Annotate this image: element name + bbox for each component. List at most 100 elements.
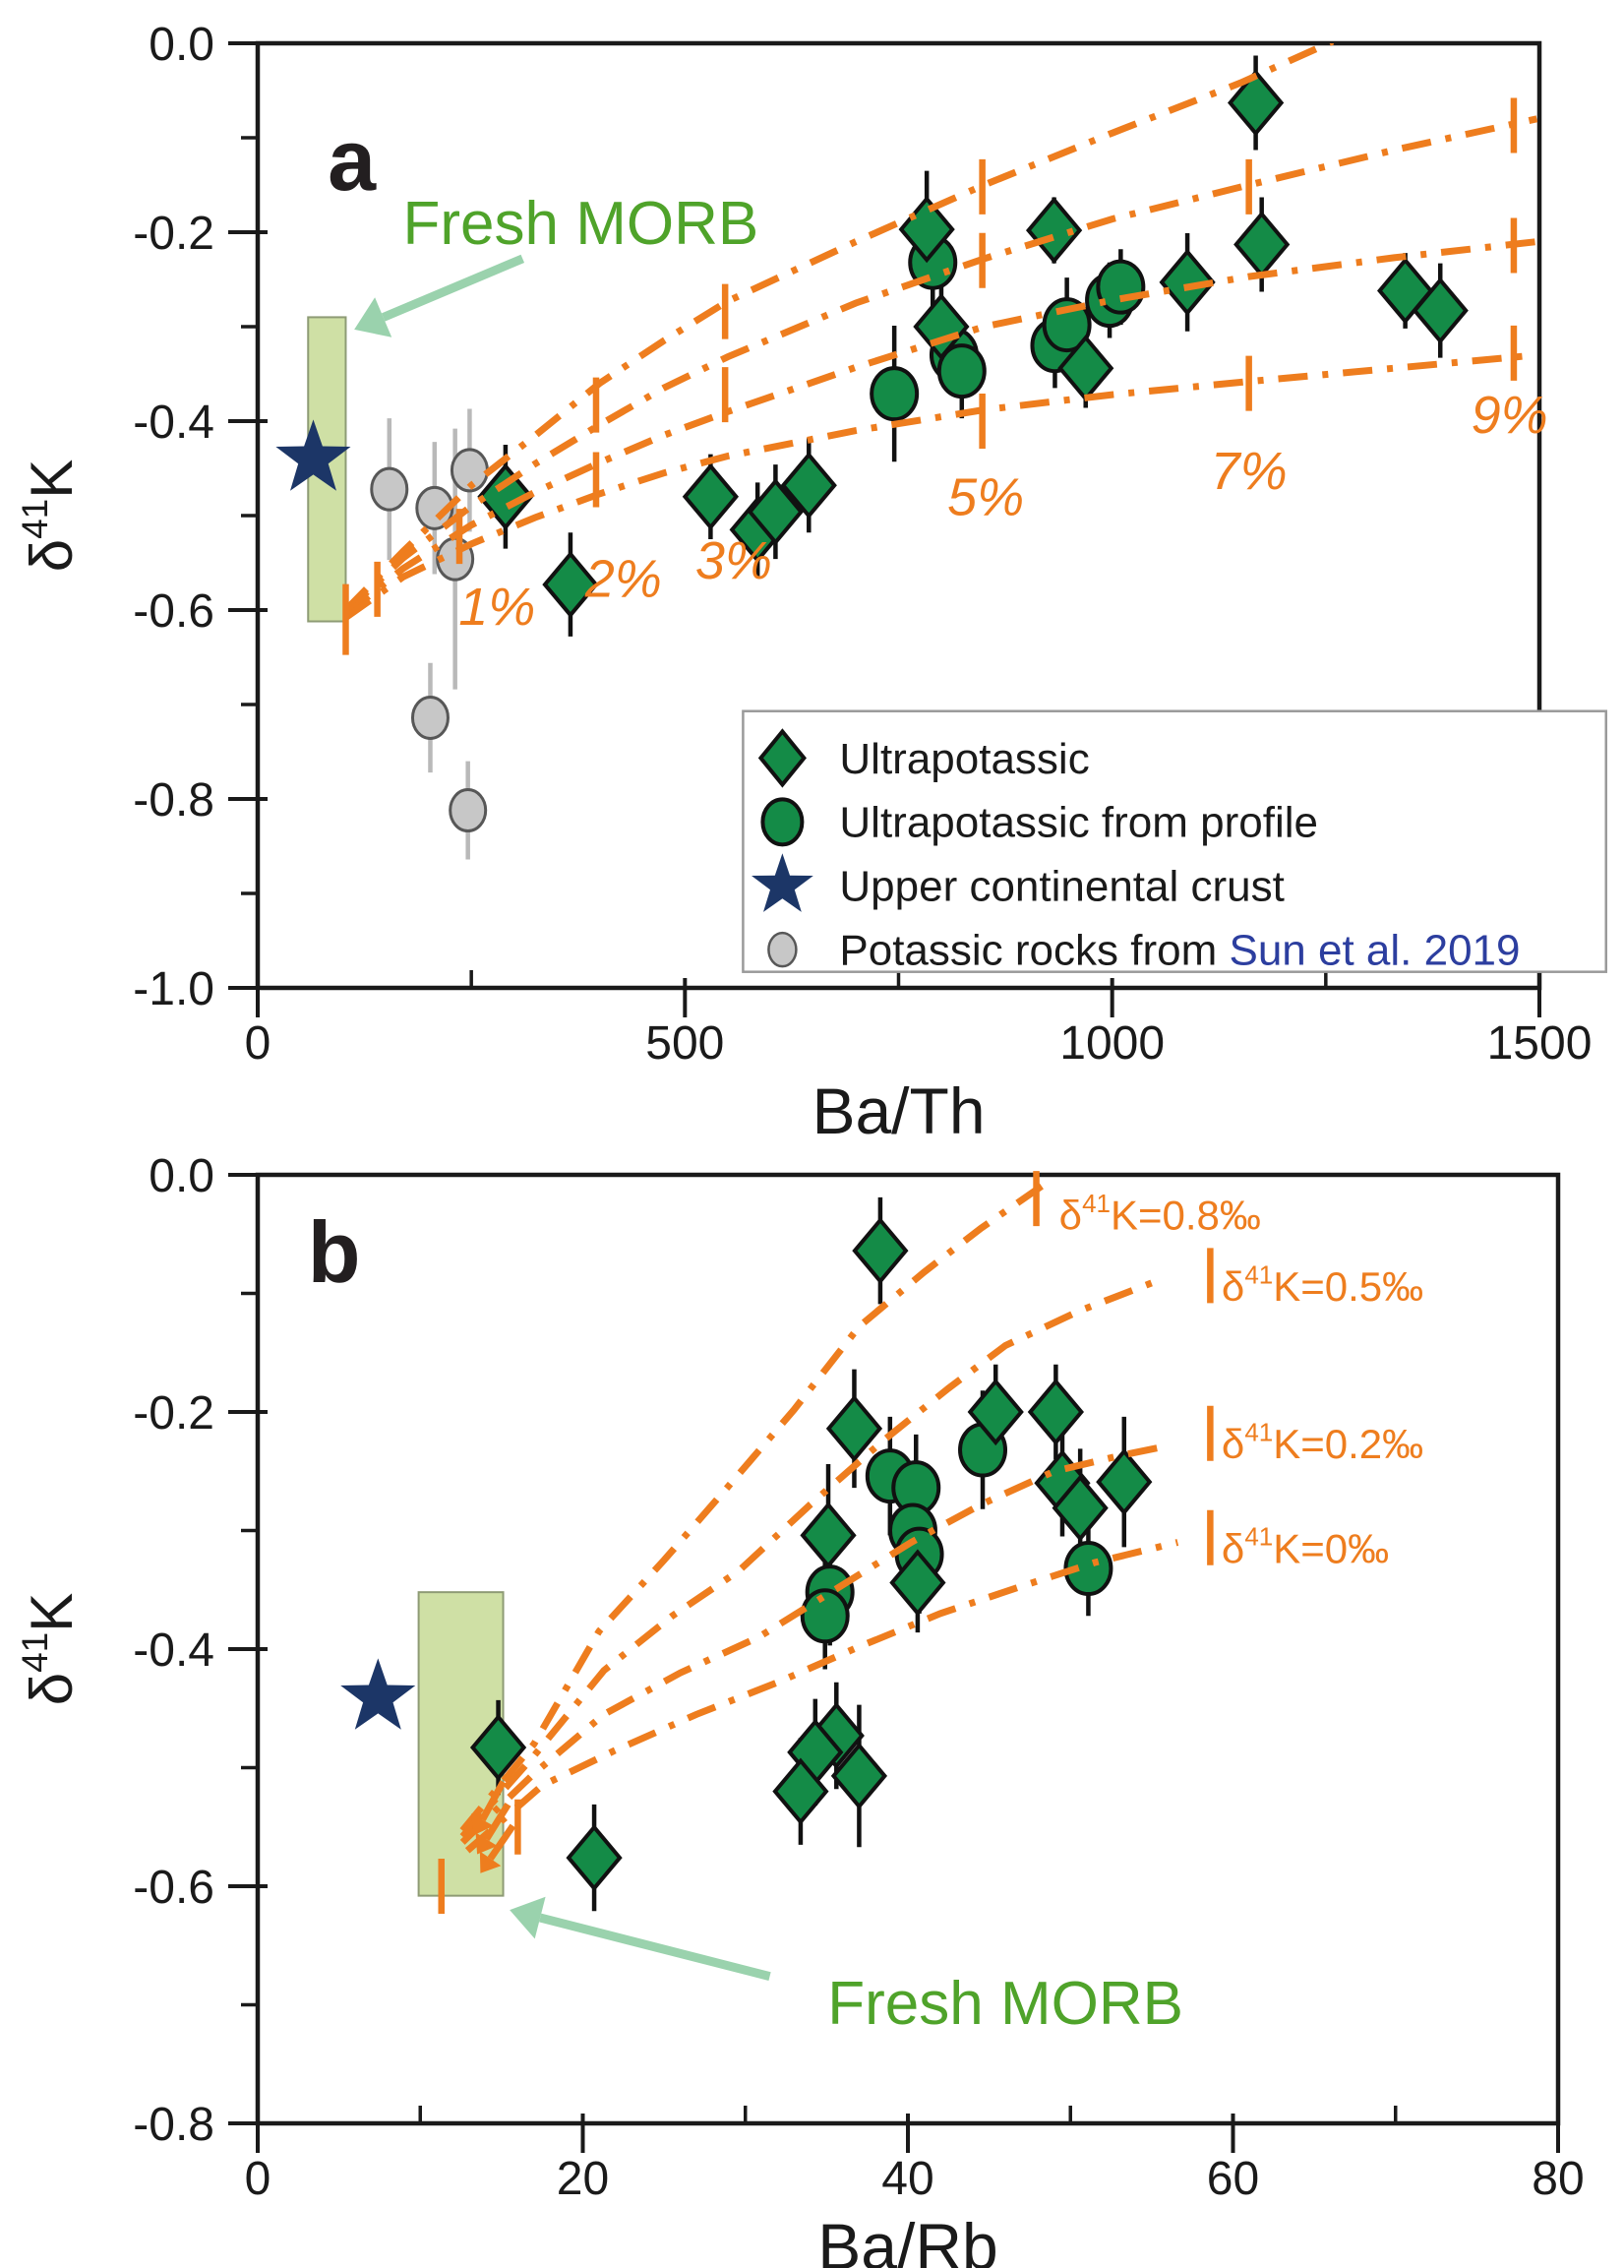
y-tick-label: -0.4 [133,1624,214,1677]
y-tick-label: -1.0 [133,963,214,1015]
mixing-label: δ41​K=0.5‰ [1222,1259,1423,1310]
panel-b: 0 20 40 60 80 0.0 -0.2 -0.4 -0.6 -0.8 Ba/Rb δ41​K b δ… [15,1150,1585,2268]
x-tick-label: 20 [557,2153,609,2205]
converge-arrow-head [479,1851,502,1873]
y-tick-label: 0.0 [149,1150,214,1202]
converge-arrow [479,1780,507,1822]
ultrapotassic-diamond-marker [469,1713,527,1782]
profile-circle-marker [1042,297,1092,353]
legend: Ultrapotassic Ultrapotassic from profile U… [742,709,1608,975]
x-tick-label: 0 [245,1017,271,1070]
potassic-marker [370,466,409,512]
panel-a: 0 500 1000 1500 0.0 -0.2 -0.4 -0.6 -0.8 -1.0 Ba/Th… [15,19,1608,1147]
mixing-line-1 [342,43,1335,613]
y-tick-label: -0.2 [133,1387,214,1440]
profile-circle-marker [936,343,987,399]
legend-circle-icon [760,797,805,847]
ultrapotassic-diamond-marker [1227,69,1285,137]
mixing-label: 9% [1472,386,1548,445]
profile-circle-marker [800,1588,850,1644]
legend-entry-label: Ultrapotassic from profile [839,799,1318,847]
y-tick-label: -0.8 [133,774,214,827]
ultrapotassic-diamond-marker [852,1217,909,1285]
ultrapotassic-diamond-marker [830,1742,888,1810]
fresh-morb-arrow [539,1913,771,1981]
panel-letter-b: b [308,1203,361,1301]
mixing-line-1 [459,1179,1051,1833]
ultrapotassic-diamond-marker [1052,1474,1109,1542]
ultrapotassic-diamond-marker [1096,1447,1153,1516]
ultrapotassic-diamond-marker [1027,1378,1084,1446]
legend-box [742,709,1608,973]
profile-circle-marker [870,366,920,422]
x-tick-label: 500 [645,1017,724,1070]
x-tick-label: 60 [1207,2153,1259,2205]
fresh-morb-label: Fresh MORB [402,190,758,258]
potassic-marker [449,788,488,833]
x-tick-label: 80 [1532,2153,1584,2205]
ultrapotassic-diamond-marker [825,1394,883,1462]
mixing-label: 3% [695,531,772,590]
mixing-label: δ41​K=0‰ [1222,1522,1389,1572]
y-tick-label: -0.4 [133,397,214,449]
x-tick-label: 1000 [1059,1017,1165,1070]
y-tick-label: -0.8 [133,2099,214,2151]
converge-arrow [483,1803,511,1842]
ucc-star-marker [275,419,351,491]
y-tick-label: -0.6 [133,1862,214,1914]
mixing-line-2 [343,115,1538,615]
ultrapotassic-diamond-marker [566,1823,623,1892]
legend-gray-circle-icon [767,931,798,968]
ultrapotassic-diamond-marker [967,1378,1024,1446]
ultrapotassic-diamond-marker [1412,276,1469,344]
x-tick-label: 1500 [1487,1017,1593,1070]
y-tick-label: -0.6 [133,585,214,638]
ultrapotassic-diamond-marker [780,452,837,520]
panel-letter-a: a [328,111,377,209]
potassic-marker [410,695,450,740]
mixing-label: 2% [584,549,662,608]
legend-diamond-icon [757,728,807,788]
mixing-line-2 [459,1275,1164,1839]
fresh-morb-arrow-head [354,297,392,337]
ultrapotassic-diamond-marker [913,292,970,361]
legend-star-icon [752,853,813,912]
ultrapotassic-diamond-marker [747,478,805,546]
ultrapotassic-diamond-marker [772,1757,829,1825]
mixing-line-3 [459,1441,1173,1845]
y-axis-title: δ41​K [15,1593,85,1706]
x-tick-label: 40 [881,2153,933,2205]
y-tick-label: 0.0 [149,19,214,71]
y-axis-title: δ41​K [15,460,85,573]
ultrapotassic-diamond-marker [1159,248,1216,316]
legend-entry-label: Potassic rocks from Sun et al. 2019 [839,927,1520,975]
ultrapotassic-diamond-marker [1025,196,1083,265]
fresh-morb-arrow [381,254,525,322]
converge-arrow-head [475,1832,498,1855]
ultrapotassic-diamond-marker [1233,211,1291,278]
ultrapotassic-diamond-marker [542,550,599,619]
y-tick-label: -0.2 [133,208,214,260]
x-axis-title: Ba/Th [812,1074,985,1147]
ultrapotassic-diamond-marker [800,1502,857,1569]
fresh-morb-label: Fresh MORB [827,1970,1183,2038]
x-axis-title: Ba/Rb [817,2210,997,2268]
x-tick-label: 0 [245,2153,271,2205]
mixing-label: 7% [1211,442,1288,501]
fresh-morb-arrow-head [510,1896,546,1939]
ucc-star-marker [340,1658,416,1730]
converge-arrow [487,1823,516,1861]
mixing-lines-group [459,1179,1179,1854]
ultrapotassic-diamond-marker [889,1549,946,1617]
mixing-label: δ41​K=0.8‰ [1059,1189,1261,1239]
mixing-label: 1% [458,578,535,637]
legend-entry-label: Ultrapotassic [839,735,1089,783]
ultrapotassic-diamond-marker [682,462,740,530]
converge-arrow-head [471,1813,494,1836]
mixing-line-4 [464,1539,1179,1854]
legend-entry-label: Upper continental crust [839,863,1284,911]
mixing-label: δ41​K=0.2‰ [1222,1418,1423,1468]
mixing-line-4 [343,351,1537,621]
